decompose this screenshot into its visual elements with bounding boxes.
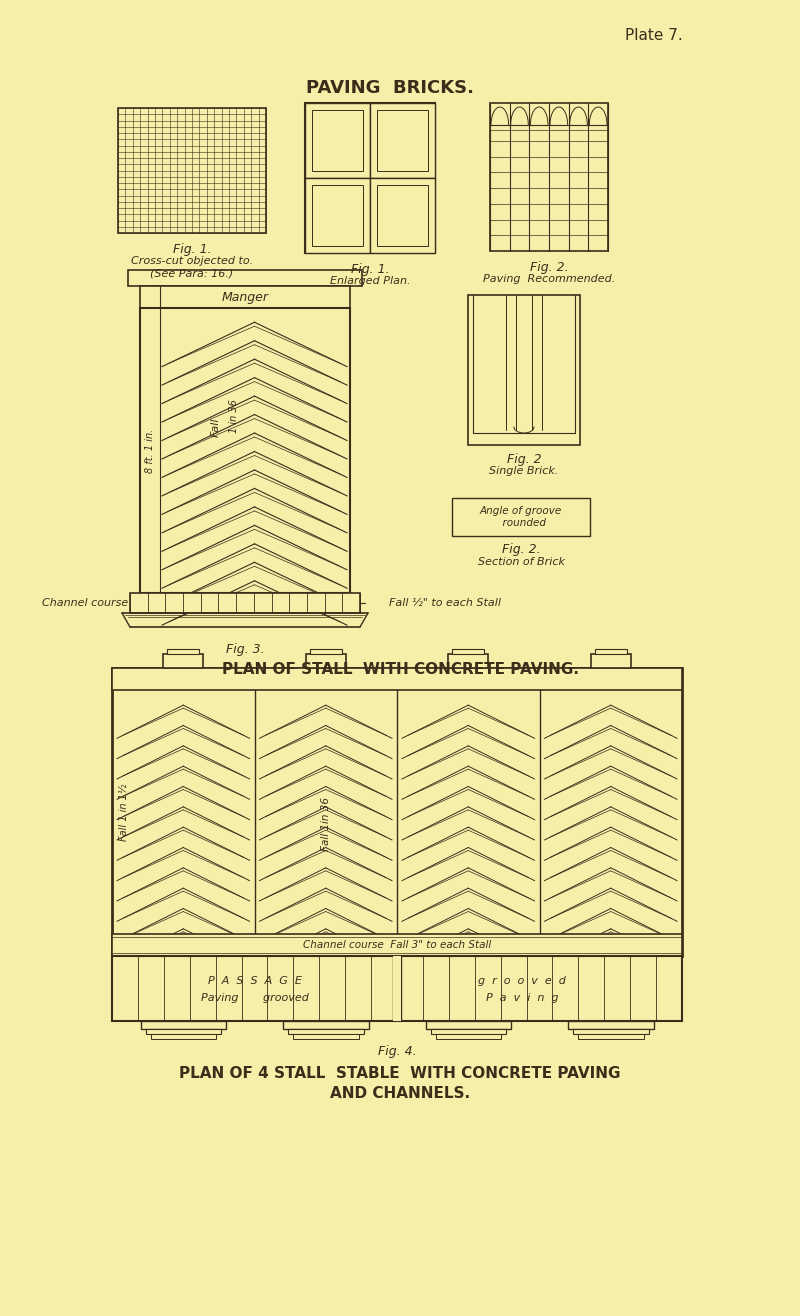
Bar: [288, 1029, 363, 1034]
Bar: [377, 111, 428, 171]
Bar: [435, 1034, 501, 1040]
Text: Fig. 2: Fig. 2: [506, 453, 542, 466]
Text: P  A  S  S  A  G  E: P A S S A G E: [207, 975, 302, 986]
Bar: [141, 1021, 226, 1029]
Text: PLAN OF 4 STALL  STABLE  WITH CONCRETE PAVING: PLAN OF 4 STALL STABLE WITH CONCRETE PAV…: [179, 1066, 621, 1080]
Bar: [310, 649, 342, 654]
Text: Fall 1in 36: Fall 1in 36: [321, 797, 330, 851]
Text: Fall ½" to each Stall: Fall ½" to each Stall: [389, 597, 501, 608]
Bar: [167, 649, 199, 654]
Text: P  a  v  i  n  g: P a v i n g: [486, 994, 558, 1003]
Bar: [118, 108, 266, 233]
Text: Fig. 1.: Fig. 1.: [350, 262, 390, 275]
Text: g  r  o  o  v  e  d: g r o o v e d: [478, 975, 566, 986]
Text: Paving  Recommended.: Paving Recommended.: [483, 274, 615, 284]
Bar: [468, 295, 580, 445]
Bar: [146, 1029, 221, 1034]
Text: PLAN OF STALL  WITH CONCRETE PAVING.: PLAN OF STALL WITH CONCRETE PAVING.: [222, 662, 578, 676]
Text: Fall: Fall: [210, 418, 221, 437]
Bar: [130, 594, 360, 613]
Bar: [112, 955, 682, 1021]
Text: Fig. 4.: Fig. 4.: [378, 1045, 416, 1058]
Bar: [305, 178, 370, 253]
Text: Section of Brick: Section of Brick: [478, 557, 565, 567]
Bar: [128, 270, 362, 286]
Text: Enlarged Plan.: Enlarged Plan.: [330, 276, 410, 286]
Text: AND CHANNELS.: AND CHANNELS.: [330, 1086, 470, 1100]
Text: (See Para: 16.): (See Para: 16.): [150, 268, 234, 278]
Bar: [293, 1034, 358, 1040]
Text: Channel course: Channel course: [42, 597, 128, 608]
Bar: [578, 1034, 643, 1040]
Text: Angle of groove
  rounded: Angle of groove rounded: [480, 507, 562, 528]
Bar: [370, 178, 435, 253]
Bar: [112, 934, 682, 955]
Bar: [452, 497, 590, 536]
Text: Manger: Manger: [222, 291, 269, 304]
Bar: [306, 654, 346, 669]
Bar: [426, 1021, 511, 1029]
Bar: [490, 103, 608, 251]
Bar: [305, 103, 370, 178]
Text: Fall 1 in 1½: Fall 1 in 1½: [119, 783, 129, 841]
Bar: [377, 186, 428, 246]
Bar: [283, 1021, 369, 1029]
Bar: [370, 103, 435, 178]
Bar: [112, 669, 682, 690]
Bar: [393, 955, 401, 1021]
Bar: [594, 649, 626, 654]
Bar: [312, 111, 363, 171]
Bar: [305, 103, 435, 253]
Text: 8 ft. 1 in.: 8 ft. 1 in.: [145, 429, 155, 472]
Text: Channel course  Fall 3" to each Stall: Channel course Fall 3" to each Stall: [303, 940, 491, 950]
Text: Paving       grooved: Paving grooved: [201, 994, 309, 1003]
Text: Fig. 2.: Fig. 2.: [502, 544, 540, 557]
Bar: [150, 1034, 216, 1040]
Bar: [452, 649, 484, 654]
Bar: [312, 186, 363, 246]
Bar: [590, 654, 630, 669]
Bar: [430, 1029, 506, 1034]
Bar: [140, 308, 350, 594]
Text: 1 in 36: 1 in 36: [229, 399, 239, 433]
Text: Plate 7.: Plate 7.: [625, 28, 682, 43]
Bar: [163, 654, 203, 669]
Text: Single Brick.: Single Brick.: [490, 466, 558, 476]
Bar: [112, 669, 682, 955]
Bar: [573, 1029, 649, 1034]
Text: Cross-cut objected to.: Cross-cut objected to.: [131, 257, 253, 266]
Text: Fig. 1.: Fig. 1.: [173, 242, 211, 255]
Bar: [568, 1021, 654, 1029]
Bar: [140, 286, 350, 308]
Text: Fig. 3.: Fig. 3.: [226, 642, 264, 655]
Text: PAVING  BRICKS.: PAVING BRICKS.: [306, 79, 474, 97]
Bar: [448, 654, 488, 669]
Text: Fig. 2.: Fig. 2.: [530, 261, 568, 274]
